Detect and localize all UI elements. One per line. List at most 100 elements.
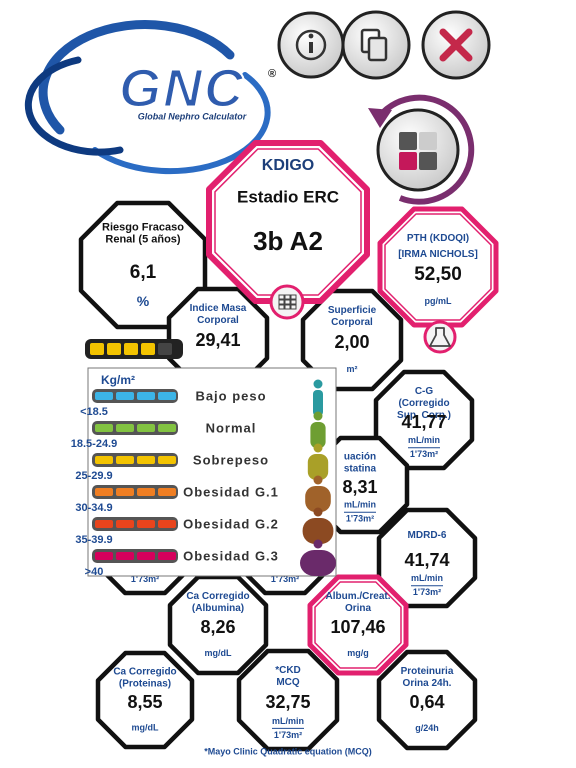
cell-value: 41,74 <box>404 550 449 570</box>
cell-value: 107,46 <box>330 617 385 637</box>
cell-unit: 1'73m² <box>346 514 374 524</box>
legend-bar-segment <box>116 456 134 464</box>
cell-value: 0,64 <box>409 692 444 712</box>
bmi-bar-segment <box>90 343 104 355</box>
cell-border[interactable] <box>300 288 404 392</box>
lab-button[interactable] <box>423 320 457 354</box>
bmi-bar-segment <box>124 343 138 355</box>
cell-unit: mg/dL <box>205 648 232 658</box>
result-cell[interactable]: PTH (KDOQI) [IRMA NICHOLS] 52,50 pg/mL <box>377 206 499 328</box>
calculator-key[interactable] <box>419 152 437 170</box>
bmi-legend-popup[interactable]: Kg/m² <18.5 Bajo peso 18.5-24.9 Normal 25-29.… <box>71 367 337 578</box>
legend-bar-segment <box>137 392 155 400</box>
legend-name: Obesidad G.1 <box>183 484 279 499</box>
table-icon-cell[interactable] <box>284 304 291 310</box>
legend-bar-segment <box>137 520 155 528</box>
cell-label: Ca Corregido <box>113 666 176 677</box>
figure-body <box>300 550 336 576</box>
calculator-button[interactable] <box>368 94 475 205</box>
cell-border[interactable] <box>236 648 340 752</box>
cell-label: Album./Creat. <box>325 591 390 602</box>
legend-bar-segment <box>158 456 176 464</box>
table-icon-cell[interactable] <box>284 294 291 300</box>
legend-bar-segment <box>95 552 113 560</box>
cell-inner-border[interactable] <box>384 213 492 321</box>
figure-body <box>310 422 326 448</box>
cell-value: 52,50 <box>414 264 462 285</box>
calculator-key[interactable] <box>399 152 417 170</box>
table-icon-cell[interactable] <box>278 294 285 300</box>
legend-range: 25-29.9 <box>75 470 112 482</box>
close-button[interactable] <box>421 10 491 80</box>
cell-border[interactable] <box>373 369 475 471</box>
cell-border[interactable] <box>78 200 208 330</box>
cell-label: Corporal <box>197 315 239 326</box>
result-cell[interactable]: Album./Creat.Orina 107,46 mg/g <box>307 574 409 676</box>
table-icon-cell[interactable] <box>290 294 297 300</box>
cell-unit: 1'73m² <box>410 449 438 459</box>
calculator-key[interactable] <box>399 132 417 150</box>
cell-border[interactable] <box>95 650 195 750</box>
legend-range: 35-39.9 <box>75 534 112 546</box>
cell-border[interactable] <box>376 649 478 751</box>
calculator-key[interactable] <box>419 132 437 150</box>
result-cell[interactable]: MDRD-6 41,74 mL/min 1'73m² <box>376 507 478 609</box>
cell-label: *CKD <box>275 665 301 676</box>
cell-label: Riesgo Fracaso <box>102 222 184 234</box>
table-icon-cell[interactable] <box>290 304 297 310</box>
cell-unit: 1'73m² <box>271 574 299 584</box>
calculator-button-face[interactable] <box>376 108 460 192</box>
info-icon-bar[interactable] <box>309 42 313 53</box>
calculator-arrow-head[interactable] <box>368 108 392 128</box>
cell-border[interactable] <box>167 574 269 676</box>
close-icon[interactable] <box>439 28 473 62</box>
cell-value: 29,41 <box>195 330 240 350</box>
result-cell[interactable]: Ca Corregido(Proteinas) 8,55 mg/dL <box>95 650 195 750</box>
kdigo-cell[interactable]: KDIGO Estadio ERC 3b A2 <box>206 140 370 304</box>
info-button[interactable] <box>277 11 345 79</box>
logo-registered: ® <box>268 68 276 80</box>
info-icon[interactable] <box>295 29 327 61</box>
legend-name: Obesidad G.3 <box>183 548 279 563</box>
legend-bar <box>92 549 178 563</box>
cell-value: 8,26 <box>200 617 235 637</box>
copy-button[interactable] <box>341 10 411 80</box>
figure-body <box>307 454 329 480</box>
legend-name: Normal <box>206 420 257 435</box>
legend-bar <box>92 485 178 499</box>
table-icon-cell[interactable] <box>290 299 297 305</box>
cell-inner-border[interactable] <box>314 581 402 669</box>
cell-label: Renal (5 años) <box>105 234 181 246</box>
cell-border[interactable] <box>307 574 409 676</box>
result-cell[interactable]: Ca Corregido(Albumina) 8,26 mg/dL <box>167 574 269 676</box>
figure-head <box>313 443 323 453</box>
legend-bar-segment <box>95 520 113 528</box>
cell-label: Superficie <box>328 305 377 316</box>
cell-label: Orina 24h. <box>403 678 452 689</box>
copy-icon-front[interactable] <box>367 36 388 62</box>
legend-name: Sobrepeso <box>193 452 269 467</box>
cell-label: C-G <box>415 386 434 397</box>
table-icon-cell[interactable] <box>278 299 285 305</box>
legend-bar <box>92 421 178 435</box>
cell-label: Corporal <box>331 317 373 328</box>
logo-name: GNC <box>119 58 245 118</box>
legend-bar-segment <box>158 520 176 528</box>
flask-icon[interactable] <box>429 327 451 347</box>
calculator-arrow[interactable] <box>375 94 475 205</box>
legend-bar-segment <box>116 488 134 496</box>
cell-label: statina <box>344 463 377 474</box>
cell-label: MCQ <box>276 677 300 688</box>
figure-body <box>305 486 331 512</box>
info-icon-dot[interactable] <box>308 33 314 39</box>
cell-border[interactable] <box>376 507 478 609</box>
table-icon-cell[interactable] <box>278 304 285 310</box>
table-button[interactable] <box>269 284 305 320</box>
legend-bar-segment <box>137 456 155 464</box>
table-icon-cell[interactable] <box>284 299 291 305</box>
